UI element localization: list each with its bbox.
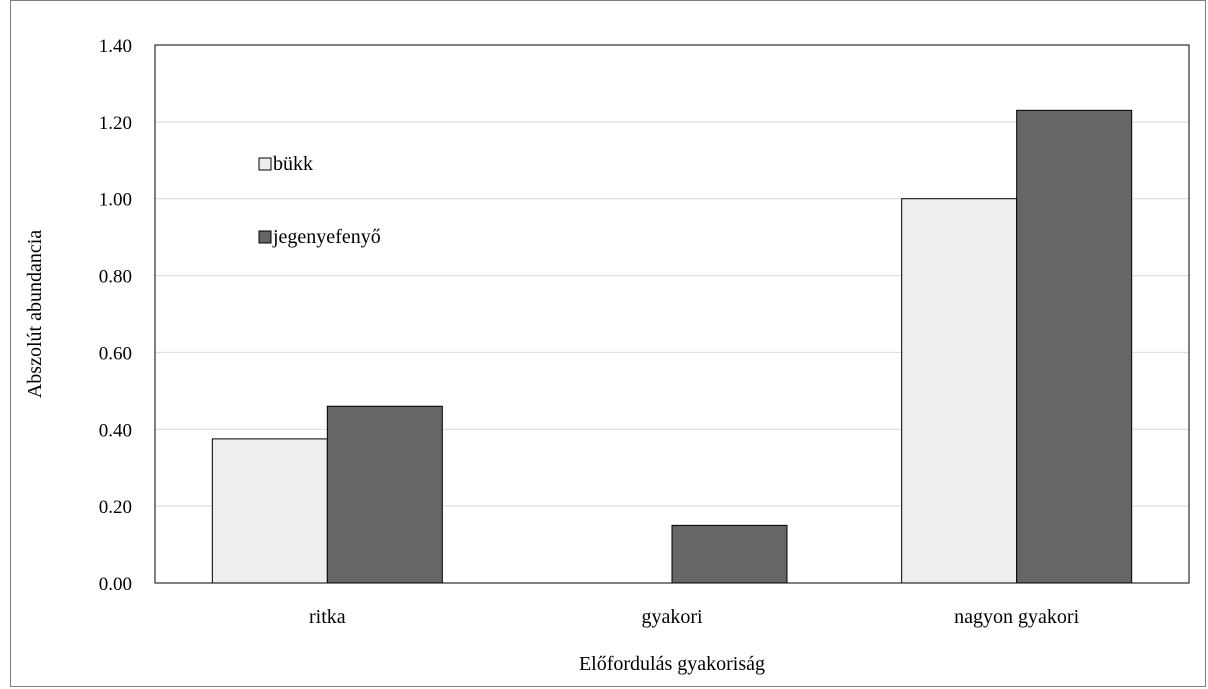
- y-axis-label: Abszolút abundancia: [24, 230, 46, 398]
- y-tick-label: 1.20: [99, 113, 132, 134]
- y-tick-label: 1.40: [99, 36, 132, 57]
- x-axis-label: Előfordulás gyakoriság: [579, 653, 765, 675]
- y-tick-label: 0.80: [99, 267, 132, 288]
- bar-jegenyefenyo: [1016, 109, 1133, 584]
- x-tick-label: ritka: [309, 606, 346, 628]
- x-tick-label: gyakori: [641, 606, 703, 628]
- bars: [211, 109, 1133, 584]
- x-tick-label: nagyon gyakori: [954, 606, 1079, 628]
- y-tick-label: 0.60: [99, 343, 132, 364]
- y-tick-label: 0.00: [99, 574, 132, 595]
- legend-swatch: [258, 157, 272, 171]
- legend: bükk jegenyefenyő: [258, 153, 381, 248]
- bar-bukk: [901, 198, 1018, 584]
- bar-jegenyefenyo: [326, 405, 443, 584]
- bar-bukk: [211, 438, 328, 584]
- legend-label: bükk: [273, 153, 313, 175]
- legend-label: jegenyefenyő: [272, 226, 381, 248]
- y-tick-label: 0.40: [99, 420, 132, 441]
- x-tick-labels: ritka gyakori nagyon gyakori: [309, 606, 1080, 628]
- plot-area-border: [154, 44, 1190, 584]
- y-tick-label: 1.00: [99, 190, 132, 211]
- legend-swatch: [258, 230, 272, 244]
- y-tick-labels: 0.00 0.20 0.40 0.60 0.80 1.00 1.20 1.40: [99, 36, 132, 595]
- y-tick-label: 0.20: [99, 497, 132, 518]
- bar-jegenyefenyo: [671, 524, 788, 584]
